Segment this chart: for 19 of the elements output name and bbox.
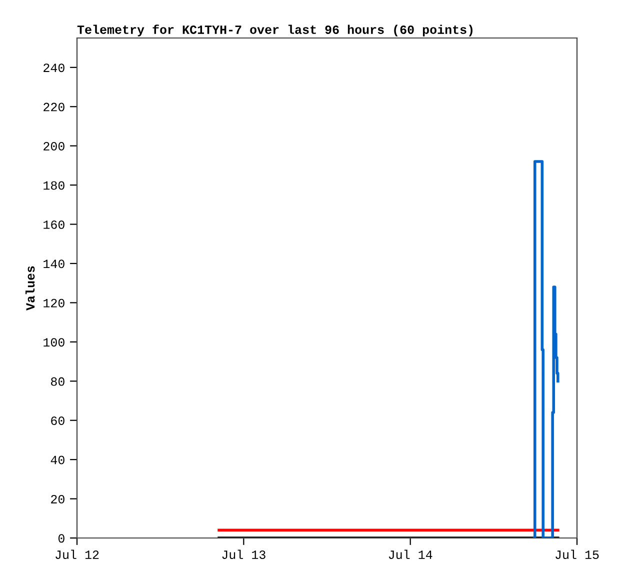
y-tick-label: 240 <box>44 64 64 72</box>
chart-title: Telemetry for KC1TYH-7 over last 96 hours (60 points) <box>77 24 472 36</box>
y-tick-label: 200 <box>44 142 64 150</box>
y-tick-label: 160 <box>44 220 64 229</box>
y-tick-label: 180 <box>44 181 64 190</box>
y-tick-label: 220 <box>44 102 64 112</box>
y-axis-title: Values <box>25 266 35 310</box>
x-tick-label: Jul 14 <box>388 550 432 559</box>
y-tick-label: 20 <box>51 494 64 504</box>
y-tick-label: 40 <box>50 456 64 464</box>
x-tick-label: Jul 12 <box>56 550 99 559</box>
x-tick-label: Jul 15 <box>556 550 599 559</box>
y-tick-label: 140 <box>44 260 64 268</box>
y-tick-label: 80 <box>51 377 64 386</box>
y-tick-label: 120 <box>44 298 64 308</box>
y-tick-label: 60 <box>51 416 64 426</box>
x-tick-label: Jul 13 <box>222 550 266 559</box>
y-tick-label: 0 <box>58 534 64 543</box>
y-tick-label: 100 <box>44 338 64 347</box>
